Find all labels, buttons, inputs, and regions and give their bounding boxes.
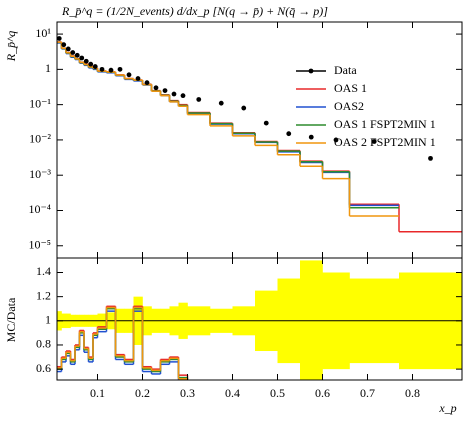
data-point (308, 134, 314, 140)
data-point (371, 139, 377, 144)
data-point (286, 131, 292, 137)
data-point (144, 80, 150, 86)
data-point (241, 105, 247, 111)
x-tick-label: 0.5 (270, 386, 285, 400)
data-point (333, 137, 339, 143)
legend-marker (308, 68, 314, 74)
x-tick-label: 0.4 (225, 386, 240, 400)
data-point (57, 36, 62, 41)
y-tick-label: 10⁻⁴ (28, 202, 51, 216)
data-point (135, 76, 141, 81)
y-tick-label: 1 (45, 313, 51, 327)
data-point (180, 93, 186, 99)
y-tick-label: 0.8 (36, 337, 51, 351)
x-tick-label: 0.2 (135, 386, 150, 400)
y-tick-label: 10⁻² (29, 132, 51, 146)
y-tick-label: 1.2 (36, 288, 51, 302)
data-point (428, 155, 433, 161)
data-point (108, 67, 114, 73)
x-tick-label: 0.8 (405, 386, 420, 400)
x-tick-label: 0.3 (180, 386, 195, 400)
ratio-y-axis-label: MC/Data (4, 297, 18, 342)
uncertainty-band (300, 260, 323, 380)
axes: 10¹ 1 10⁻¹ 10⁻² 10⁻³ 10⁻⁴ 10⁻⁵ 0.6 0.8 1 1.2 1.4 0.1… (28, 22, 462, 400)
chart-title: R_p̄^q = (1/2N_events) d/dx_p [N(q → p̄)… (61, 4, 328, 18)
legend-label: OAS 2 FSPT2MIN 1 (334, 135, 436, 149)
y-tick-label: 1.4 (36, 264, 51, 278)
y-tick-label: 10¹ (35, 26, 51, 40)
y-tick-label: 1 (45, 61, 51, 75)
y-tick-label: 10⁻¹ (29, 96, 51, 110)
data-point (70, 50, 76, 55)
x-tick-label: 0.1 (90, 386, 105, 400)
x-tick-label: 0.7 (360, 386, 375, 400)
data-point (153, 85, 159, 91)
x-axis-label: x_p (438, 401, 456, 415)
y-tick-label: 10⁻³ (29, 167, 51, 181)
data-point (88, 61, 94, 67)
data-point (218, 100, 224, 106)
data-point (92, 64, 98, 69)
x-tick-label: 0.6 (315, 386, 330, 400)
y-tick-label: 10⁻⁵ (28, 238, 51, 252)
legend-label: OAS 1 (334, 81, 367, 95)
data-point (162, 88, 168, 94)
data-point (171, 91, 177, 97)
legend-label: OAS 1 FSPT2MIN 1 (334, 117, 436, 131)
legend: Data OAS 1 OAS2 OAS 1 FSPT2MIN 1 OAS 2 FSPT2… (296, 63, 436, 149)
ratio-frame (56, 257, 463, 381)
main-plot (57, 36, 462, 233)
legend-label: OAS2 (334, 99, 364, 113)
data-point (126, 72, 132, 78)
data-point (74, 52, 80, 58)
data-point (196, 97, 202, 102)
data-point (99, 66, 105, 72)
data-point (83, 58, 89, 64)
y-axis-label: R_p̄^q (4, 31, 18, 62)
data-point (117, 66, 123, 72)
legend-label: Data (334, 63, 357, 77)
y-tick-label: 0.6 (36, 361, 51, 375)
data-point (65, 46, 71, 52)
ratio-plot (57, 305, 462, 380)
data-point (263, 120, 269, 126)
data-point (61, 42, 67, 48)
data-point (79, 55, 85, 61)
